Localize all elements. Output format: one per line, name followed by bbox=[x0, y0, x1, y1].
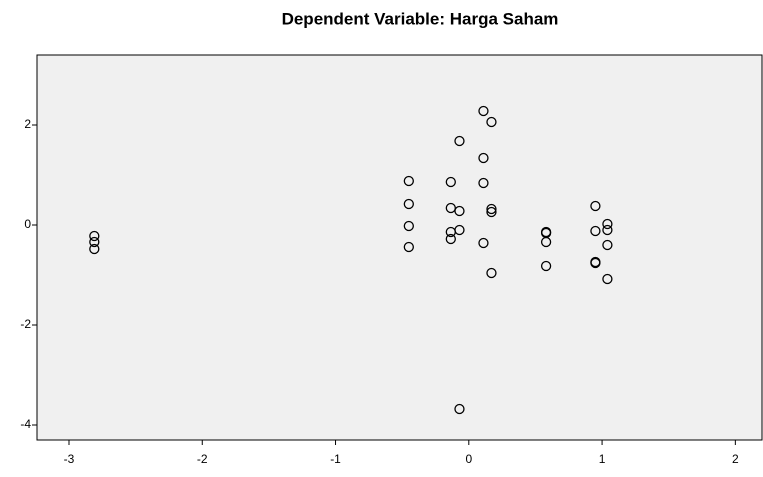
x-tick-label: 1 bbox=[599, 452, 606, 466]
point bbox=[89, 230, 100, 242]
point bbox=[478, 152, 489, 164]
x-tick-label: -2 bbox=[197, 452, 208, 466]
point bbox=[486, 203, 497, 215]
point bbox=[454, 403, 465, 415]
point bbox=[89, 236, 100, 248]
y-tick-label: -4 bbox=[20, 417, 31, 431]
point bbox=[486, 267, 497, 279]
point bbox=[590, 257, 601, 269]
y-tick-label: 0 bbox=[24, 217, 31, 231]
point bbox=[403, 175, 414, 187]
y-tick-label: 2 bbox=[24, 117, 31, 131]
x-tick-label: 2 bbox=[732, 452, 739, 466]
point bbox=[602, 218, 613, 230]
point bbox=[602, 239, 613, 251]
point bbox=[445, 233, 456, 245]
point bbox=[403, 241, 414, 253]
x-tick-label: 0 bbox=[465, 452, 472, 466]
point bbox=[403, 220, 414, 232]
plot-area bbox=[36, 54, 763, 441]
x-tick-label: -1 bbox=[330, 452, 341, 466]
point bbox=[454, 224, 465, 236]
point bbox=[445, 176, 456, 188]
point bbox=[602, 224, 613, 236]
point bbox=[590, 200, 601, 212]
point bbox=[486, 206, 497, 218]
point bbox=[454, 135, 465, 147]
point bbox=[540, 236, 552, 248]
point bbox=[590, 225, 601, 237]
point bbox=[478, 105, 489, 117]
point bbox=[89, 243, 100, 255]
x-tick-label: -3 bbox=[64, 452, 75, 466]
point bbox=[454, 205, 465, 217]
y-tick-label: -2 bbox=[20, 317, 31, 331]
point bbox=[540, 260, 552, 272]
point bbox=[478, 237, 489, 249]
point bbox=[602, 273, 613, 285]
point bbox=[478, 177, 489, 189]
chart-title: Dependent Variable: Harga Saham bbox=[282, 9, 559, 28]
point bbox=[403, 198, 414, 210]
point bbox=[486, 116, 497, 128]
